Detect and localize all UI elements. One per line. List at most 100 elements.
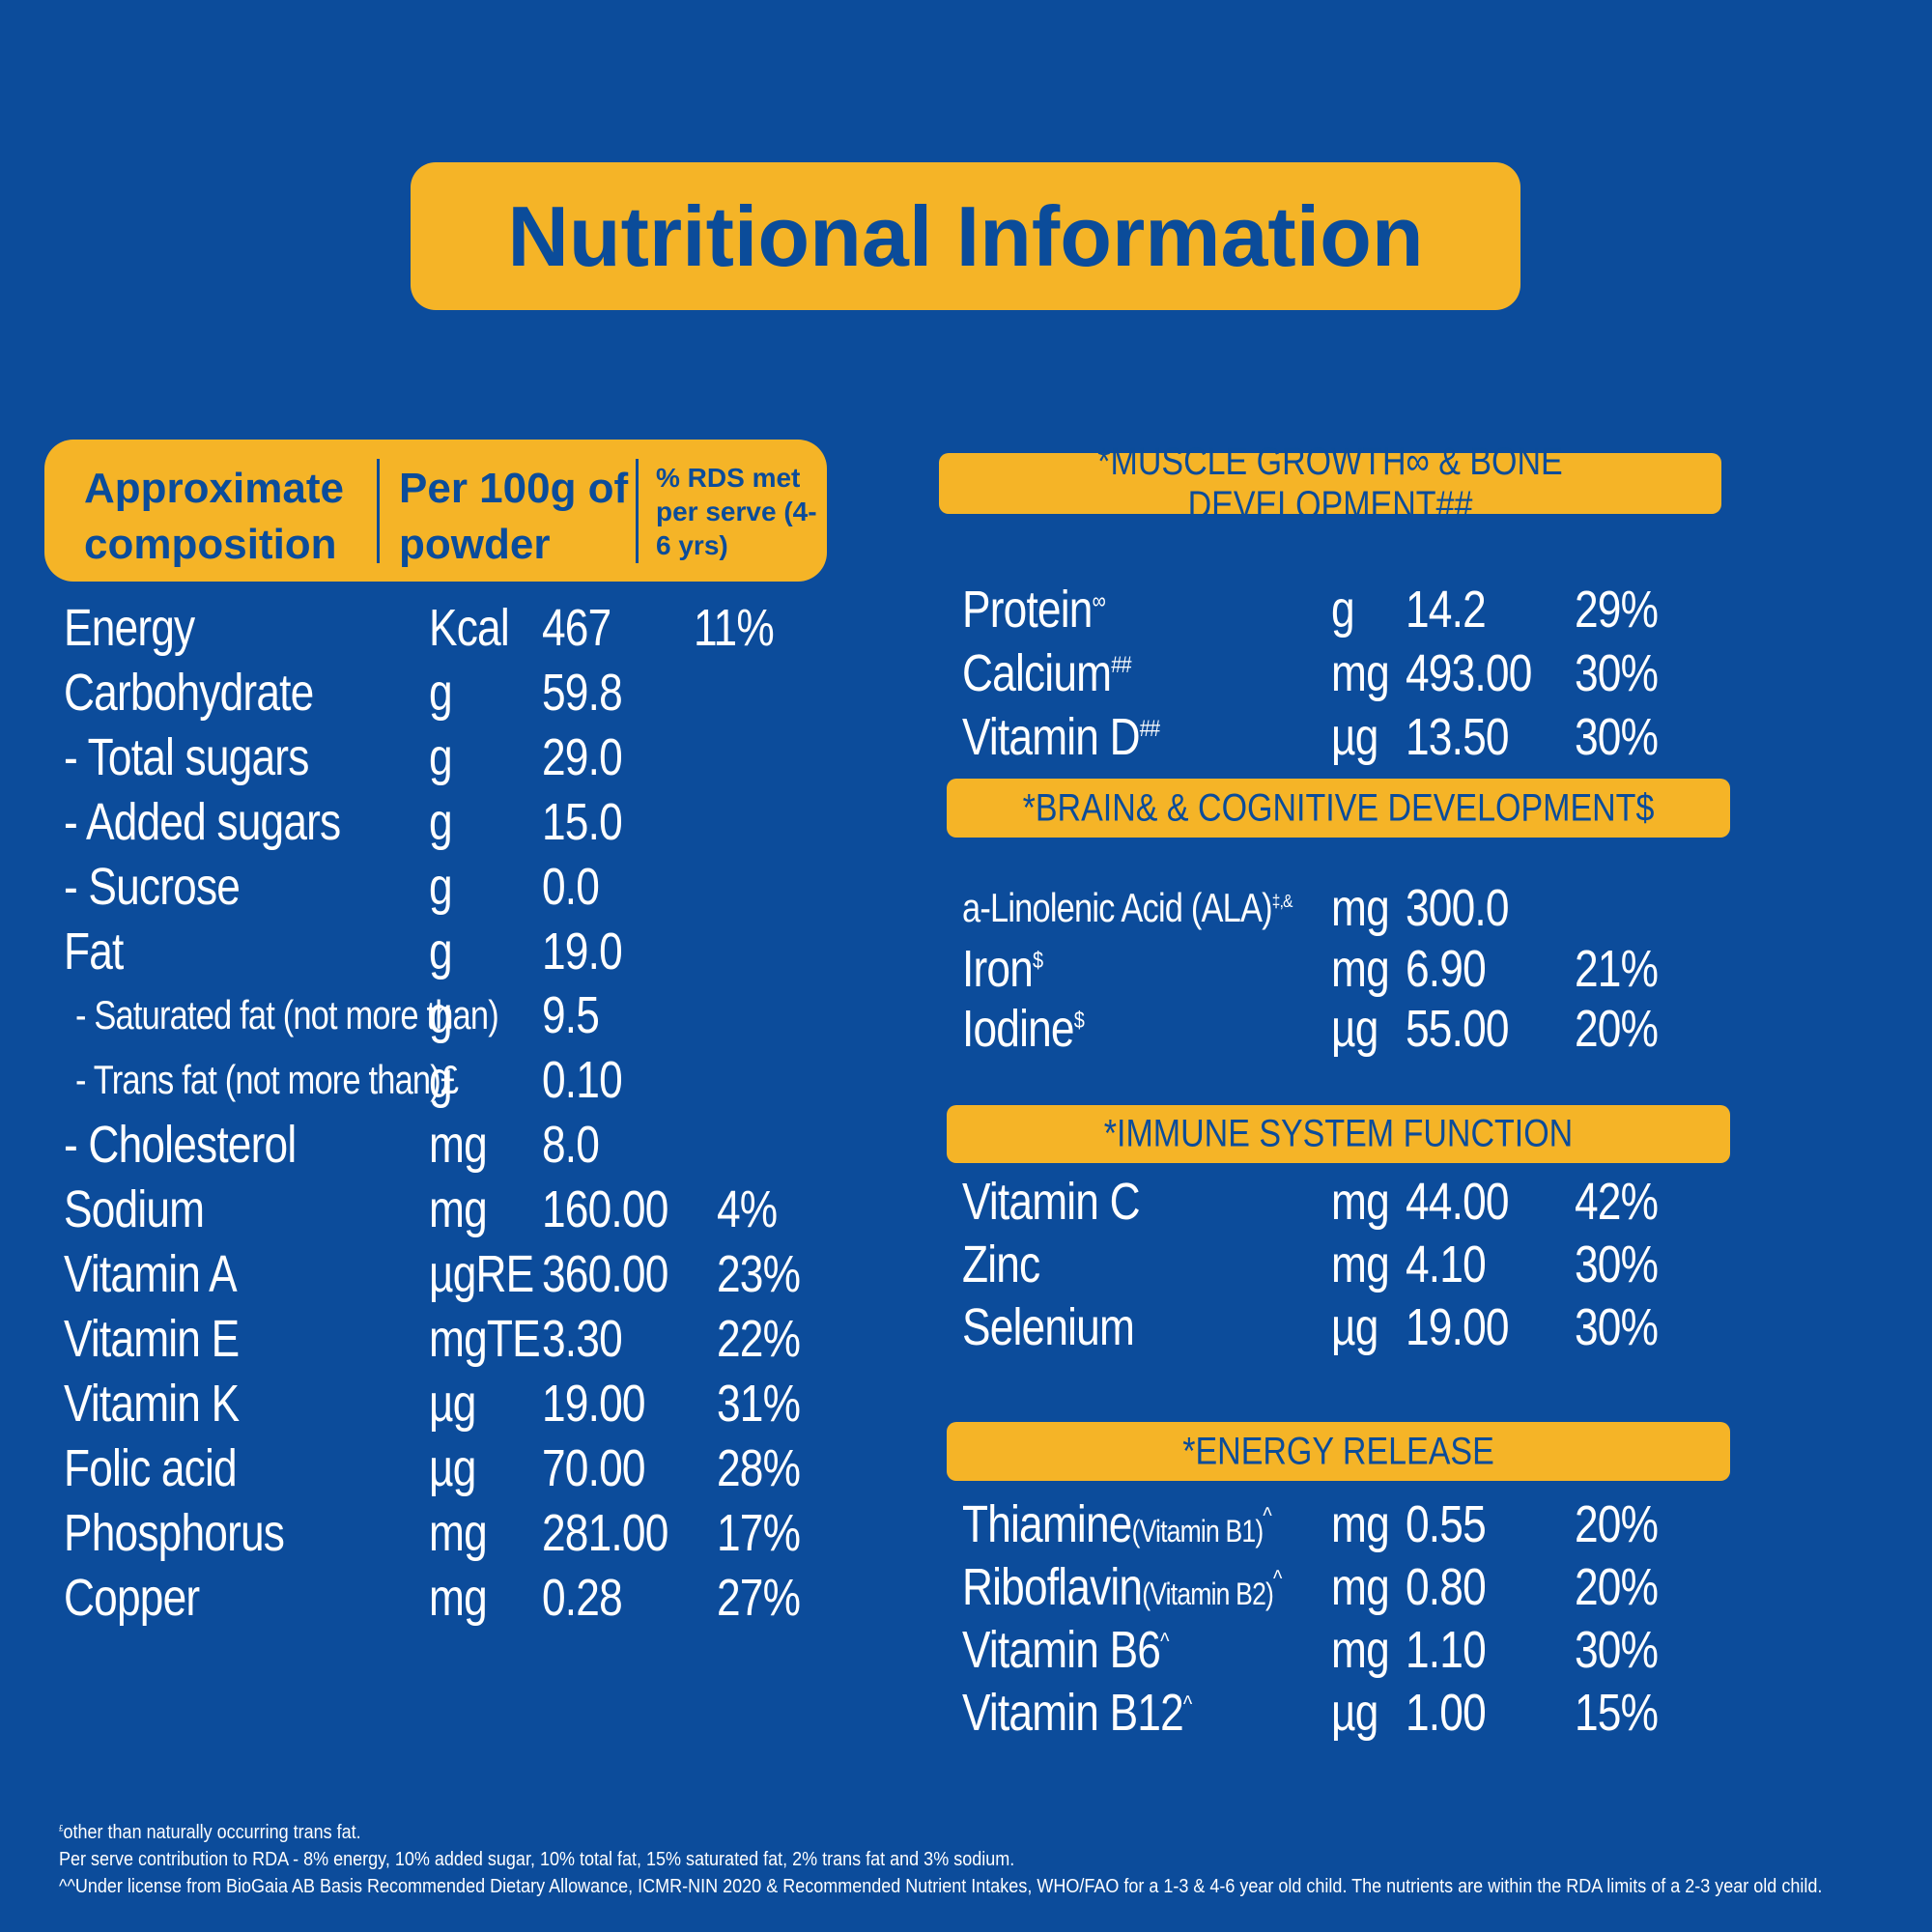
- rds: 23%: [717, 1245, 801, 1303]
- unit: mg: [1331, 644, 1390, 702]
- value: 0.55: [1406, 1495, 1487, 1553]
- row-name: a-Linolenic Acid (ALA)‡,&: [962, 885, 1293, 931]
- superscript: ^: [1182, 1691, 1192, 1718]
- nutrient: - Total sugars: [64, 727, 309, 786]
- header-col1: Approximate composition: [84, 465, 344, 568]
- superscript: $: [1033, 947, 1043, 974]
- unit: µg: [1331, 1000, 1378, 1058]
- row-name: Selenium: [962, 1297, 1135, 1357]
- value: 1.00: [1406, 1684, 1487, 1742]
- nutrient: Vitamin A: [64, 1245, 238, 1303]
- row-name: Zinc: [962, 1235, 1040, 1294]
- unit: g: [429, 1051, 453, 1110]
- rds: 20%: [1575, 1000, 1659, 1058]
- unit: mg: [429, 1180, 488, 1239]
- row-name: Vitamin C: [962, 1172, 1141, 1232]
- unit: µgRE: [429, 1245, 534, 1303]
- nutrient: Sodium: [64, 1180, 205, 1239]
- row-name: Copper: [64, 1568, 200, 1628]
- value: 6.90: [1406, 939, 1487, 998]
- rds: 30%: [1575, 1298, 1659, 1356]
- nutrient: Calcium: [962, 644, 1112, 702]
- rds: 42%: [1575, 1173, 1659, 1231]
- nutrient: Protein: [962, 581, 1093, 639]
- nutrient: Phosphorus: [64, 1503, 285, 1562]
- row-name: Iodine$: [962, 999, 1085, 1059]
- row-name: Energy: [64, 598, 195, 658]
- row-name: Fat: [64, 922, 124, 981]
- unit: µg: [1331, 1684, 1378, 1742]
- value: 1.10: [1406, 1621, 1487, 1679]
- row-name: Vitamin K: [64, 1374, 240, 1434]
- value: 19.00: [1406, 1298, 1510, 1356]
- unit: g: [1331, 581, 1355, 639]
- row-name: Protein∞: [962, 580, 1106, 639]
- divider: [636, 459, 639, 563]
- nutrient: Iron: [962, 939, 1034, 998]
- value: 281.00: [542, 1503, 668, 1562]
- value: 160.00: [542, 1180, 668, 1239]
- nutrient: Folic acid: [64, 1438, 238, 1497]
- rds: 4%: [717, 1180, 778, 1239]
- nutrient: Iodine: [962, 1000, 1075, 1058]
- value: 9.5: [542, 986, 600, 1045]
- value: 29.0: [542, 727, 623, 786]
- unit: mg: [429, 1503, 488, 1562]
- section-header: *MUSCLE GROWTH∞ & BONE DEVELOPMENT##: [939, 440, 1721, 526]
- unit: mg: [1331, 879, 1390, 937]
- nutrient: Carbohydrate: [64, 663, 314, 722]
- value: 3.30: [542, 1309, 623, 1368]
- row-name: - Sucrose: [64, 857, 241, 917]
- unit: mg: [1331, 1236, 1390, 1293]
- unit: mgTE: [429, 1309, 541, 1368]
- nutrient: - Trans fat (not more than)£: [75, 1057, 459, 1103]
- nutrient: - Sucrose: [64, 857, 241, 916]
- rds: 17%: [717, 1503, 801, 1562]
- nutrient: Fat: [64, 922, 124, 980]
- rds: 20%: [1575, 1495, 1659, 1553]
- unit: mg: [1331, 1495, 1390, 1553]
- unit: mg: [429, 1116, 488, 1175]
- value: 360.00: [542, 1245, 668, 1303]
- nutrient: Riboflavin: [962, 1558, 1143, 1616]
- superscript: $: [1073, 1008, 1085, 1034]
- rds: 30%: [1575, 1621, 1659, 1679]
- rds: 22%: [717, 1309, 801, 1368]
- row-name: Iron$: [962, 939, 1043, 999]
- section-header: *ENERGY RELEASE: [947, 1422, 1730, 1481]
- section-title: *ENERGY RELEASE: [1182, 1430, 1494, 1472]
- nutrient: Copper: [64, 1568, 200, 1627]
- unit: g: [429, 663, 453, 722]
- value: 0.0: [542, 857, 600, 916]
- row-name: Sodium: [64, 1179, 205, 1239]
- unit: g: [429, 727, 453, 786]
- unit: mg: [1331, 1558, 1390, 1616]
- row-name: Vitamin A: [64, 1244, 238, 1304]
- value: 0.28: [542, 1568, 623, 1627]
- rds: 27%: [717, 1568, 801, 1627]
- rds: 20%: [1575, 1558, 1659, 1616]
- row-name: - Cholesterol: [64, 1115, 297, 1175]
- unit: µg: [429, 1438, 476, 1497]
- unit: g: [429, 792, 453, 851]
- unit: mg: [429, 1568, 488, 1627]
- value: 493.00: [1406, 644, 1532, 702]
- section-title: *MUSCLE GROWTH∞ & BONE DEVELOPMENT##: [1097, 440, 1563, 526]
- nutrient: Vitamin K: [64, 1374, 240, 1433]
- superscript: ##: [1139, 716, 1160, 742]
- unit: mg: [1331, 1173, 1390, 1231]
- value: 19.0: [542, 922, 623, 980]
- nutrient: Energy: [64, 599, 195, 657]
- footnote-text: ^^Under license from BioGaia AB Basis Re…: [59, 1876, 1823, 1897]
- rds: 28%: [717, 1438, 801, 1497]
- nutrient: Vitamin B12: [962, 1684, 1184, 1742]
- unit: g: [429, 857, 453, 916]
- row-name: Riboflavin(Vitamin B2)^: [962, 1557, 1282, 1617]
- rds: 31%: [717, 1374, 801, 1433]
- nutrient-note: (Vitamin B1): [1131, 1514, 1264, 1548]
- row-name: - Total sugars: [64, 727, 309, 787]
- title-box: Nutritional Information: [411, 162, 1520, 310]
- unit: µg: [429, 1374, 476, 1433]
- row-name: Vitamin B12^: [962, 1683, 1192, 1743]
